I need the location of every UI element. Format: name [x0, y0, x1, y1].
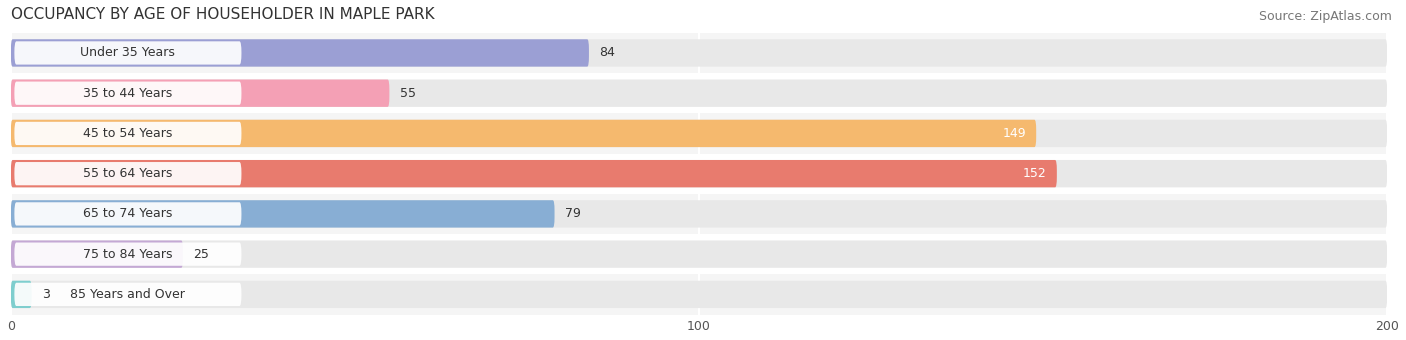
FancyBboxPatch shape	[11, 80, 1388, 107]
FancyBboxPatch shape	[11, 200, 554, 227]
Text: 55: 55	[399, 87, 416, 100]
FancyBboxPatch shape	[11, 200, 1388, 227]
FancyBboxPatch shape	[14, 122, 242, 145]
FancyBboxPatch shape	[14, 41, 242, 65]
FancyBboxPatch shape	[11, 120, 1388, 147]
FancyBboxPatch shape	[14, 283, 242, 306]
Text: 79: 79	[565, 207, 581, 220]
Text: Under 35 Years: Under 35 Years	[80, 47, 176, 60]
Text: 84: 84	[599, 47, 616, 60]
Text: 149: 149	[1002, 127, 1026, 140]
Text: 75 to 84 Years: 75 to 84 Years	[83, 248, 173, 261]
FancyBboxPatch shape	[11, 160, 1057, 187]
FancyBboxPatch shape	[11, 281, 1388, 308]
Text: 35 to 44 Years: 35 to 44 Years	[83, 87, 173, 100]
FancyBboxPatch shape	[11, 120, 1036, 147]
FancyBboxPatch shape	[11, 80, 389, 107]
FancyBboxPatch shape	[14, 242, 242, 266]
FancyBboxPatch shape	[14, 202, 242, 225]
FancyBboxPatch shape	[11, 160, 1388, 187]
Bar	[11, 154, 1388, 194]
FancyBboxPatch shape	[11, 240, 183, 268]
Bar	[11, 194, 1388, 234]
Bar	[11, 274, 1388, 314]
FancyBboxPatch shape	[11, 39, 1388, 67]
FancyBboxPatch shape	[11, 240, 1388, 268]
Text: 152: 152	[1022, 167, 1046, 180]
Text: 3: 3	[42, 288, 49, 301]
Text: 55 to 64 Years: 55 to 64 Years	[83, 167, 173, 180]
FancyBboxPatch shape	[14, 82, 242, 105]
FancyBboxPatch shape	[11, 39, 589, 67]
Text: 85 Years and Over: 85 Years and Over	[70, 288, 186, 301]
Text: 65 to 74 Years: 65 to 74 Years	[83, 207, 173, 220]
Bar	[11, 73, 1388, 113]
FancyBboxPatch shape	[11, 281, 31, 308]
Text: 45 to 54 Years: 45 to 54 Years	[83, 127, 173, 140]
Bar	[11, 33, 1388, 73]
FancyBboxPatch shape	[14, 162, 242, 185]
Text: Source: ZipAtlas.com: Source: ZipAtlas.com	[1258, 10, 1392, 23]
Bar	[11, 113, 1388, 154]
Text: 25: 25	[193, 248, 209, 261]
Bar	[11, 234, 1388, 274]
Text: OCCUPANCY BY AGE OF HOUSEHOLDER IN MAPLE PARK: OCCUPANCY BY AGE OF HOUSEHOLDER IN MAPLE…	[11, 7, 434, 22]
